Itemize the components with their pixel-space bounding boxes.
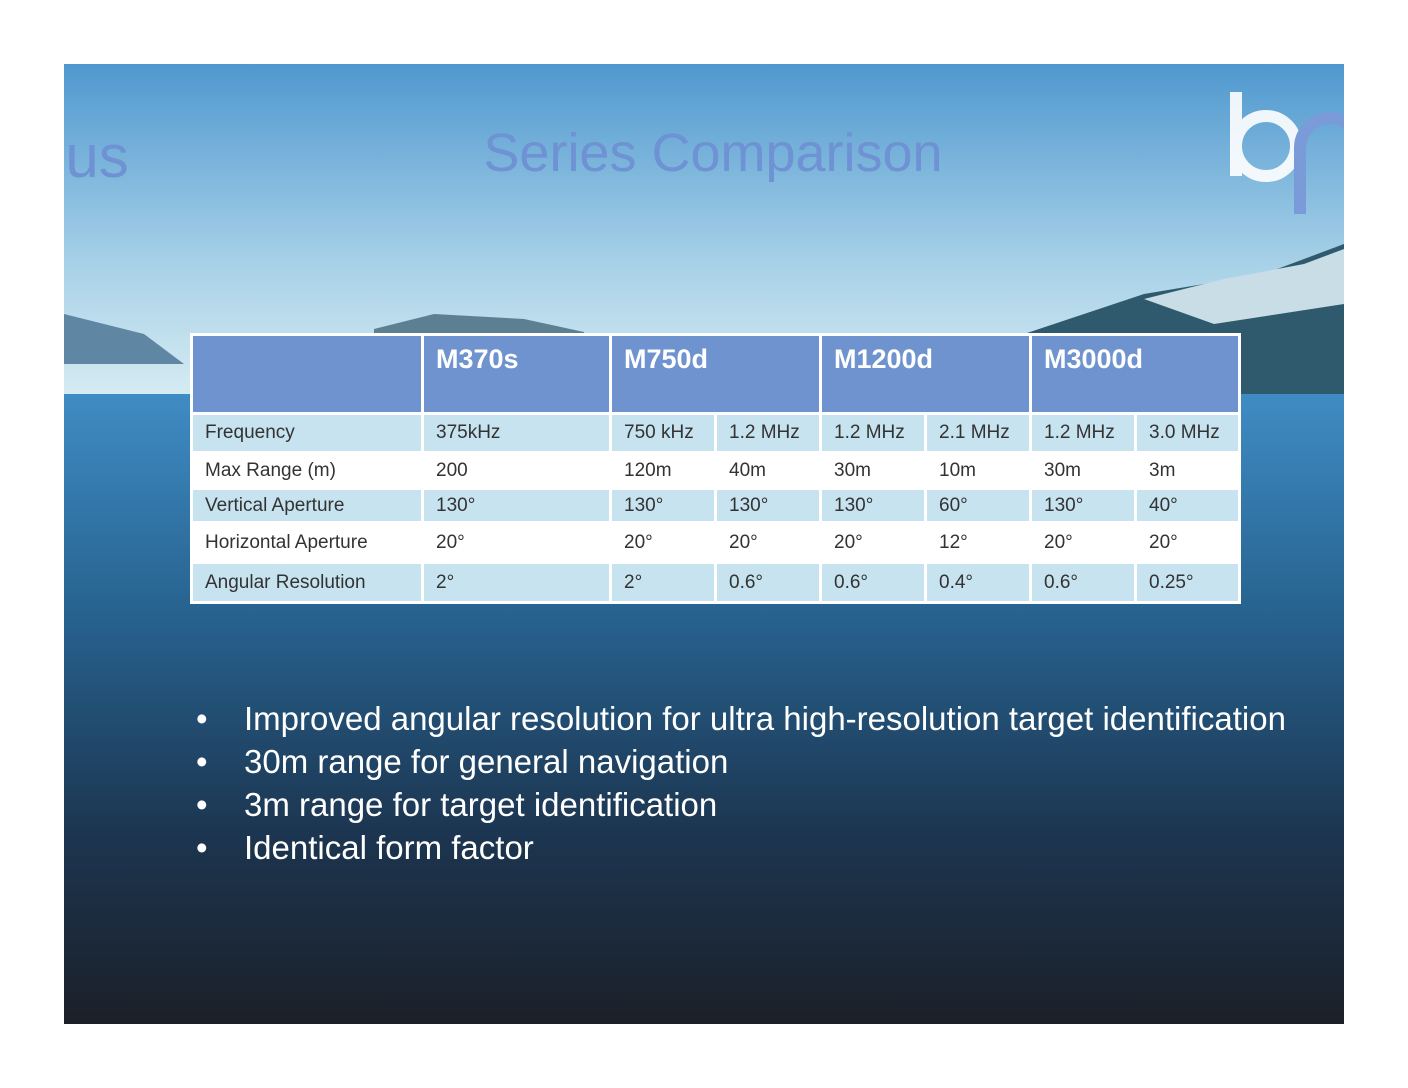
table-row: Horizontal Aperture 20° 20° 20° 20° 12° 20° 20° [190, 521, 1241, 564]
table-cell: 12° [924, 521, 1032, 564]
table-cell: 3m [1134, 451, 1241, 490]
table-cell: 120m [609, 451, 717, 490]
table-cell: 750 kHz [609, 412, 717, 454]
bullet: 30m range for general navigation [184, 743, 1286, 786]
header-row: M370s M750d M1200d M3000d [190, 333, 1241, 415]
table-cell: 130° [421, 487, 612, 524]
bullet: Improved angular resolution for ultra hi… [184, 700, 1286, 743]
table-cell: 3.0 MHz [1134, 412, 1241, 454]
table-cell: 1.2 MHz [1029, 412, 1137, 454]
table-cell: 0.6° [714, 561, 822, 604]
row-label: Vertical Aperture [190, 487, 424, 524]
table-cell: 1.2 MHz [714, 412, 822, 454]
table-cell: 130° [819, 487, 927, 524]
title: Series Comparison [483, 123, 943, 183]
header-cell [190, 333, 424, 415]
table-row: Vertical Aperture 130° 130° 130° 130° 60° 130°… [190, 487, 1241, 524]
table-cell: 20° [421, 521, 612, 564]
table-cell: 20° [819, 521, 927, 564]
logo-text: lus [64, 123, 129, 190]
table-cell: 20° [609, 521, 717, 564]
table-cell: 1.2 MHz [819, 412, 927, 454]
table-cell: 0.4° [924, 561, 1032, 604]
table-cell: 20° [1029, 521, 1137, 564]
table-cell: 30m [1029, 451, 1137, 490]
table-cell: 375kHz [421, 412, 612, 454]
table-cell: 200 [421, 451, 612, 490]
table-cell: 40m [714, 451, 822, 490]
header-cell: M1200d [819, 333, 1032, 415]
table-row: Frequency 375kHz 750 kHz 1.2 MHz 1.2 MHz 2.1 … [190, 412, 1241, 454]
table-cell: 130° [609, 487, 717, 524]
table-cell: 20° [714, 521, 822, 564]
bullet: 3m range for target identification [184, 786, 1286, 829]
header-cell: M3000d [1029, 333, 1241, 415]
table-cell: 10m [924, 451, 1032, 490]
row-label: Max Range (m) [190, 451, 424, 490]
table-cell: 2° [609, 561, 717, 604]
comparison-table: M370s M750d M1200d M3000d Frequency 375kHz 750… [190, 333, 1241, 604]
table-cell: 40° [1134, 487, 1241, 524]
table-cell: 0.6° [819, 561, 927, 604]
table-cell: 20° [1134, 521, 1241, 564]
table-cell: 130° [1029, 487, 1137, 524]
table-row: Max Range (m) 200 120m 40m 30m 10m 30m 3m [190, 451, 1241, 490]
slide: lus Series Comparison M370sM750dM1200dM3… [64, 64, 1344, 1024]
logo-mark [1230, 92, 1344, 214]
header-cell: M750d [609, 333, 822, 415]
table-cell: 2° [421, 561, 612, 604]
table-cell: 0.25° [1134, 561, 1241, 604]
bullet-list: Improved angular resolution for ultra hi… [184, 700, 1286, 872]
table-cell: 30m [819, 451, 927, 490]
table-cell: 130° [714, 487, 822, 524]
row-label: Angular Resolution [190, 561, 424, 604]
table-cell: 0.6° [1029, 561, 1137, 604]
table-cell: 2.1 MHz [924, 412, 1032, 454]
bullet: Identical form factor [184, 829, 1286, 872]
table-cell: 60° [924, 487, 1032, 524]
row-label: Frequency [190, 412, 424, 454]
row-label: Horizontal Aperture [190, 521, 424, 564]
table-row: Angular Resolution 2° 2° 0.6° 0.6° 0.4° 0.6° 0.… [190, 561, 1241, 604]
header-cell: M370s [421, 333, 612, 415]
